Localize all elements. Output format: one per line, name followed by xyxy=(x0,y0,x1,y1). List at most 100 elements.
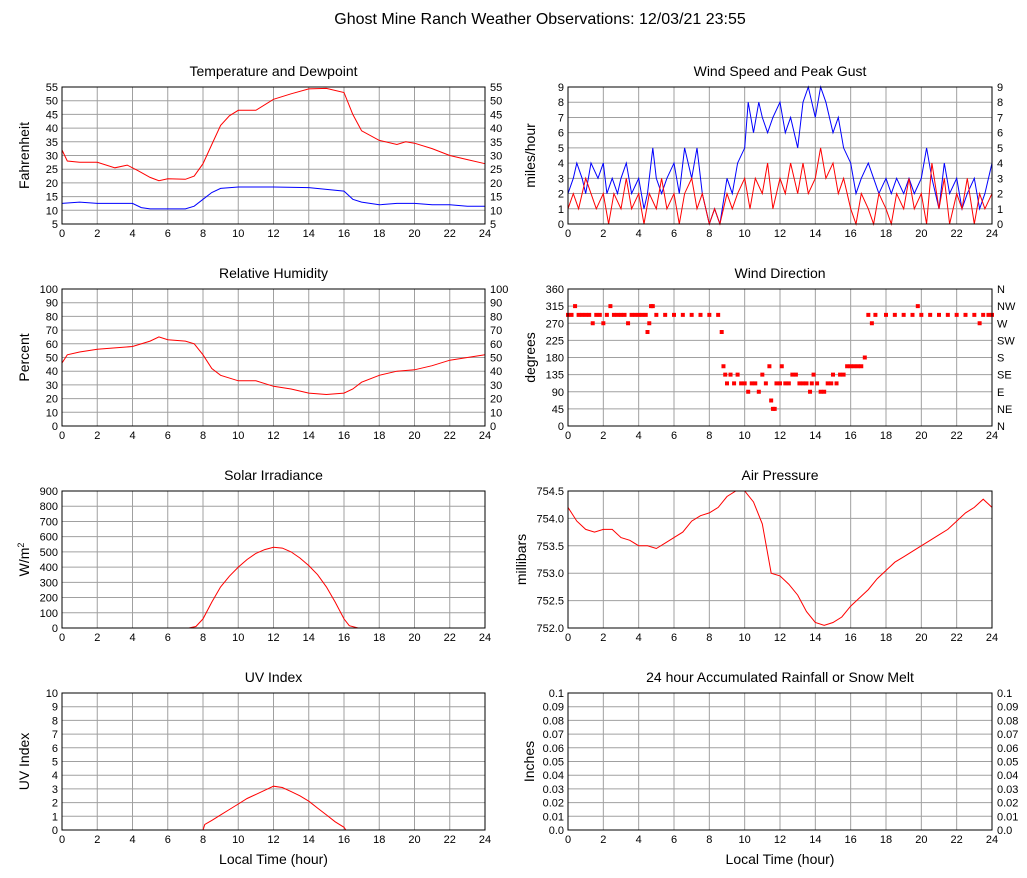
y-tick-label-right: 35 xyxy=(490,137,502,149)
data-point xyxy=(786,381,791,386)
compass-label: NW xyxy=(997,301,1016,313)
x-tick-label: 18 xyxy=(373,632,385,644)
x-tick-label: 0 xyxy=(59,834,65,846)
page-title: Ghost Mine Ranch Weather Observations: 1… xyxy=(334,11,746,28)
x-tick-label: 2 xyxy=(94,228,100,240)
x-tick-label: 14 xyxy=(809,430,821,442)
compass-label: NE xyxy=(997,404,1012,416)
data-point xyxy=(608,304,613,309)
data-point xyxy=(977,321,982,326)
y-tick-label-right: 0.01 xyxy=(997,811,1018,823)
x-tick-label: 0 xyxy=(59,228,65,240)
data-point xyxy=(723,372,728,377)
y-tick-label: 90 xyxy=(552,387,564,399)
y-tick-label-right: 0.03 xyxy=(997,784,1018,796)
y-tick-label: 752.5 xyxy=(536,596,564,608)
x-tick-label: 20 xyxy=(408,632,420,644)
x-tick-label: 12 xyxy=(267,632,279,644)
x-tick-label: 10 xyxy=(739,228,751,240)
x-tick-label: 24 xyxy=(986,228,998,240)
x-tick-label: 8 xyxy=(200,228,206,240)
y-tick-label: 135 xyxy=(546,370,564,382)
x-tick-label: 16 xyxy=(845,228,857,240)
plot-frame xyxy=(61,490,486,629)
x-tick-label: 2 xyxy=(94,430,100,442)
data-point xyxy=(647,321,652,326)
data-point xyxy=(963,312,968,317)
y-tick-label: 1 xyxy=(558,204,564,216)
x-tick-label: 22 xyxy=(444,834,456,846)
data-point xyxy=(901,312,906,317)
data-point xyxy=(756,389,761,394)
data-point xyxy=(825,381,830,386)
data-point xyxy=(829,381,834,386)
y-tick-label: 752.0 xyxy=(536,623,564,635)
x-tick-label: 16 xyxy=(845,430,857,442)
y-tick-label: 3 xyxy=(558,173,564,185)
y-tick-label: 8 xyxy=(52,715,58,727)
compass-label: N xyxy=(997,284,1005,296)
series-line-0 xyxy=(567,490,993,626)
y-tick-label: 70 xyxy=(46,325,58,337)
data-point xyxy=(928,312,933,317)
x-tick-label: 4 xyxy=(636,834,642,846)
plot-frame xyxy=(567,692,993,831)
y-tick-label-right: 0 xyxy=(490,421,496,433)
y-tick-label: 500 xyxy=(40,547,58,559)
data-point xyxy=(672,312,676,317)
data-point xyxy=(804,381,809,386)
x-tick-label: 18 xyxy=(880,632,892,644)
y-tick-label: 2 xyxy=(52,798,58,810)
y-axis-label-superscript: 2 xyxy=(16,543,26,548)
y-tick-label: 9 xyxy=(558,82,564,94)
x-tick-label: 16 xyxy=(845,632,857,644)
y-tick-label: 1 xyxy=(52,811,58,823)
data-point xyxy=(809,381,814,386)
data-point xyxy=(689,312,694,317)
y-tick-label-right: 8 xyxy=(997,97,1003,109)
y-tick-label-right: 20 xyxy=(490,394,502,406)
y-tick-label: 45 xyxy=(552,404,564,416)
x-tick-label: 6 xyxy=(671,632,677,644)
x-tick-label: 24 xyxy=(479,632,491,644)
data-point xyxy=(739,381,744,386)
plot-frame xyxy=(567,86,993,225)
y-tick-label-right: 0 xyxy=(997,219,1003,231)
compass-label: E xyxy=(997,387,1004,399)
data-point xyxy=(834,381,839,386)
x-tick-label: 6 xyxy=(165,834,171,846)
data-point xyxy=(954,312,959,317)
x-tick-label: 10 xyxy=(232,228,244,240)
data-point xyxy=(778,381,782,386)
x-tick-label: 16 xyxy=(338,834,350,846)
data-point xyxy=(892,312,897,317)
data-point xyxy=(790,372,795,377)
y-tick-label: 360 xyxy=(546,284,564,296)
y-tick-label: 100 xyxy=(40,608,58,620)
series-line-0 xyxy=(62,785,485,831)
y-tick-label-right: 3 xyxy=(997,173,1003,185)
data-point xyxy=(852,364,857,369)
y-tick-label: 55 xyxy=(46,82,58,94)
series-line-0 xyxy=(61,336,486,396)
y-tick-label-right: 100 xyxy=(490,284,508,296)
data-point xyxy=(719,330,724,335)
x-tick-label: 12 xyxy=(774,834,786,846)
x-tick-label: 2 xyxy=(94,632,100,644)
y-tick-label-right: 2 xyxy=(997,189,1003,201)
y-tick-label: 8 xyxy=(558,97,564,109)
x-tick-label: 14 xyxy=(303,228,315,240)
y-tick-label: 60 xyxy=(46,339,58,351)
x-tick-label: 18 xyxy=(373,430,385,442)
y-tick-label: 90 xyxy=(46,298,58,310)
y-tick-label: 315 xyxy=(546,301,564,313)
data-point xyxy=(838,372,843,377)
x-tick-label: 12 xyxy=(774,430,786,442)
y-tick-label-right: 50 xyxy=(490,353,502,365)
chart-title: Air Pressure xyxy=(741,467,818,483)
data-point xyxy=(721,364,726,369)
x-tick-label: 14 xyxy=(303,430,315,442)
